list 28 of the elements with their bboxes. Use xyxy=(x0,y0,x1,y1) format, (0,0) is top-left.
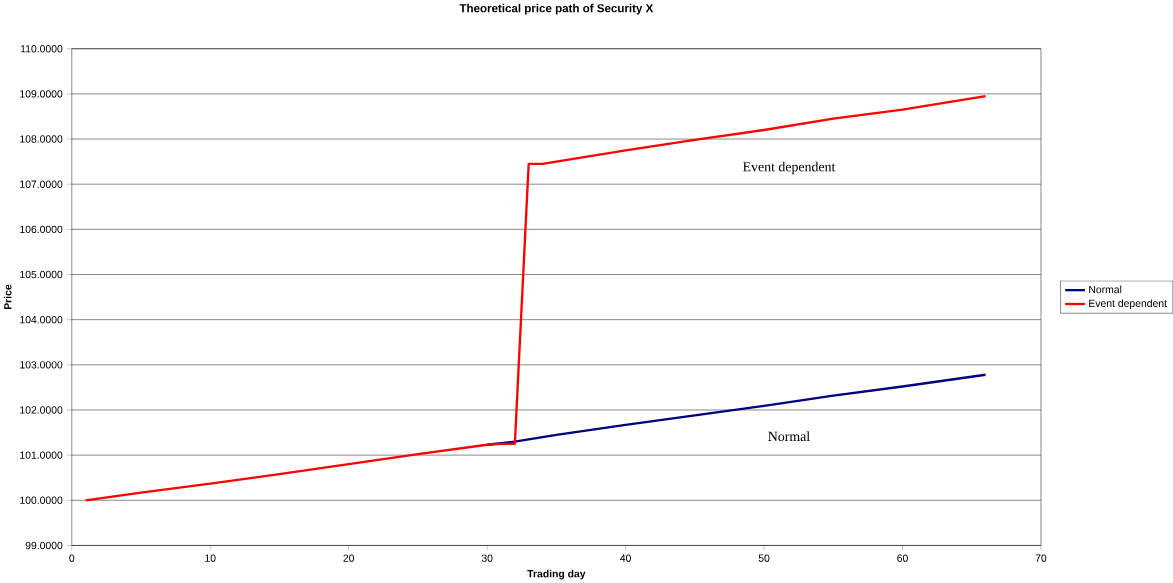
x-tick-label: 60 xyxy=(897,554,908,562)
y-tick-label: 105.0000 xyxy=(20,270,63,279)
y-tick-label: 109.0000 xyxy=(20,90,63,98)
line-series xyxy=(84,94,987,502)
y-tick-label: 99.0000 xyxy=(25,541,63,549)
x-tick-label: 20 xyxy=(343,554,355,562)
y-axis-title: Price xyxy=(3,284,12,309)
x-tick-label: 70 xyxy=(1035,554,1047,562)
x-tick-label: 0 xyxy=(69,554,75,562)
y-tick-label: 107.0000 xyxy=(20,180,63,188)
x-axis-title: Trading day xyxy=(527,569,586,580)
x-tick-label: 10 xyxy=(205,554,216,562)
y-tick-label: 101.0000 xyxy=(20,451,63,459)
x-tick-label: 50 xyxy=(758,554,770,562)
y-tick-label: 110.0000 xyxy=(20,44,63,53)
y-tick-label: 104.0000 xyxy=(20,315,63,324)
chart-title: Theoretical price path of Security X xyxy=(459,3,654,15)
y-tick-label: 106.0000 xyxy=(20,225,63,233)
y-tick-label: 102.0000 xyxy=(20,406,63,414)
x-tick-label: 40 xyxy=(620,554,631,562)
legend-label: Event dependent xyxy=(1089,299,1167,309)
annotation: Normal xyxy=(768,431,810,441)
y-tick-label: 108.0000 xyxy=(20,135,63,143)
x-tick-label: 30 xyxy=(481,554,493,562)
annotation: Event dependent xyxy=(743,161,836,175)
y-tick-label: 100.0000 xyxy=(20,496,63,504)
y-tick-label: 103.0000 xyxy=(20,360,63,369)
legend-label: Normal xyxy=(1089,285,1122,293)
